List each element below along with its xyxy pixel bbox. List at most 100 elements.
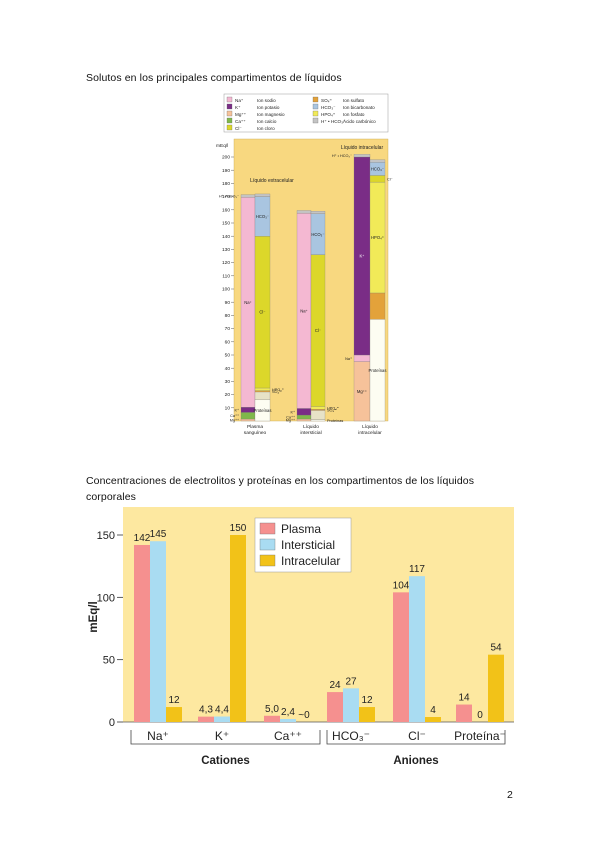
- legend-label: Ion sodio: [257, 98, 276, 103]
- segment-callout: Proteínas: [327, 419, 343, 423]
- bar-segment: [240, 412, 256, 420]
- legend-label: Ion cloro: [257, 126, 275, 131]
- y-tick-label: 90: [225, 300, 231, 306]
- bar-value-label: 145: [150, 529, 167, 540]
- segment-label: Cl⁻: [259, 310, 265, 315]
- legend-label: Ion bicarbonato: [343, 105, 375, 110]
- legend-label: Ion sulfato: [343, 98, 365, 103]
- segment-callout: Mg⁺⁺: [286, 419, 295, 423]
- bar-value-label: 0: [477, 710, 483, 721]
- y-tick-label: 60: [225, 339, 231, 345]
- legend-swatch: [226, 117, 233, 124]
- y-tick-label: 70: [225, 326, 231, 332]
- category-label: Ca⁺⁺: [274, 729, 302, 743]
- plot-background: [234, 139, 388, 421]
- segment-label: HCO₃⁻: [256, 214, 269, 219]
- bar-segment: [254, 236, 271, 389]
- bar-segment: [353, 354, 371, 362]
- legend-swatch: [226, 110, 233, 117]
- bar-segment: [296, 212, 312, 409]
- y-tick-label: 200: [222, 155, 230, 161]
- bar-segment: [310, 213, 326, 255]
- segment-callout: Ca⁺⁺: [230, 414, 239, 418]
- legend-abbr: HPO₄⁼: [321, 112, 336, 117]
- y-tick-label: 10: [225, 405, 231, 411]
- segment-callout: K⁺: [234, 408, 239, 412]
- y-tick-label: 50: [225, 353, 231, 359]
- legend-swatch: [259, 522, 276, 535]
- legend-label: Intracelular: [281, 554, 340, 568]
- segment-callout: H⁺ • HCO₃⁻: [332, 154, 352, 158]
- bar-value-label: 14: [458, 693, 470, 704]
- bar-segment: [369, 292, 386, 320]
- y-tick-label: 130: [222, 247, 230, 253]
- column-label: Plasma: [247, 424, 263, 430]
- legend-swatch: [312, 103, 319, 110]
- group-bracket: [326, 730, 506, 745]
- bar-segment: [240, 418, 256, 422]
- segment-label: HCO₃⁻: [371, 166, 384, 171]
- y-tick-label: 150: [97, 530, 115, 542]
- y-tick-label: 20: [225, 392, 231, 398]
- legend-label: Ion calcio: [257, 119, 277, 124]
- segment-label: Na⁺: [300, 308, 308, 313]
- category-label: Cl⁻: [408, 729, 426, 743]
- legend-label: Intersticial: [281, 538, 335, 552]
- segment-callout: H⁺ • HCO₃⁻: [219, 194, 239, 198]
- legend-label: Ion magnesio: [257, 112, 285, 117]
- bar-segment: [254, 196, 271, 237]
- legend-abbr: Cl⁻: [235, 126, 242, 131]
- y-tick-label: 30: [225, 379, 231, 385]
- segment-callout: Na⁺: [345, 357, 352, 361]
- bar-value-label: 142: [134, 533, 151, 544]
- page-number: 2: [507, 789, 513, 801]
- legend-swatch: [312, 96, 319, 103]
- bar-segment: [310, 408, 326, 411]
- zone-label-intracellular: Líquido intracelular: [341, 145, 384, 151]
- bar: [264, 715, 280, 722]
- bar-segment: [240, 194, 256, 198]
- bar-segment: [310, 210, 326, 214]
- bar: [166, 707, 182, 722]
- legend-label: Ion potasio: [257, 105, 280, 110]
- segment-label: HPO₄⁼: [371, 235, 384, 240]
- bar: [134, 544, 150, 722]
- bar-segment: [310, 419, 326, 422]
- legend-swatch: [312, 110, 319, 117]
- bar-segment: [353, 154, 371, 158]
- y-tick-label: 40: [225, 366, 231, 372]
- bar-value-label: 4,4: [215, 705, 229, 716]
- legend-swatch: [226, 124, 233, 131]
- bar-segment: [296, 210, 312, 214]
- segment-label: Cl⁻: [315, 328, 321, 333]
- category-label: Proteína⁻: [454, 729, 506, 743]
- bar-value-label: 24: [329, 680, 341, 691]
- heading-solutos: Solutos en los principales compartimento…: [86, 72, 342, 84]
- bar-value-label: 27: [345, 676, 357, 687]
- column-label: Líquido: [303, 424, 319, 430]
- segment-label: Proteínas: [254, 408, 272, 413]
- bar: [488, 654, 504, 722]
- legend-abbr: H⁺ • HCO₃⁻: [321, 119, 346, 124]
- bar-segment: [254, 399, 271, 422]
- legend-abbr: Na⁺: [235, 98, 244, 103]
- segment-label: Proteínas: [369, 368, 387, 373]
- bar-segment: [369, 175, 386, 183]
- bar: [327, 692, 343, 722]
- y-tick-label: 150: [222, 221, 230, 227]
- bar-segment: [254, 390, 271, 393]
- segment-callout: Mg⁺⁺: [230, 419, 239, 423]
- legend-label: Ácido carbónico: [343, 118, 376, 124]
- segment-label: Na⁺: [244, 300, 252, 305]
- bar: [409, 576, 425, 722]
- segment-callout: SO₄⁼: [327, 408, 336, 412]
- bar-segment: [240, 197, 256, 408]
- y-tick-label: 100: [222, 287, 230, 293]
- legend-box: [223, 93, 389, 133]
- bar-value-label: 4,3: [199, 705, 213, 716]
- bar: [280, 719, 296, 722]
- bar-segment: [310, 254, 326, 407]
- bar-segment: [369, 162, 386, 176]
- bar-value-label: 117: [409, 564, 425, 575]
- bar: [359, 707, 375, 722]
